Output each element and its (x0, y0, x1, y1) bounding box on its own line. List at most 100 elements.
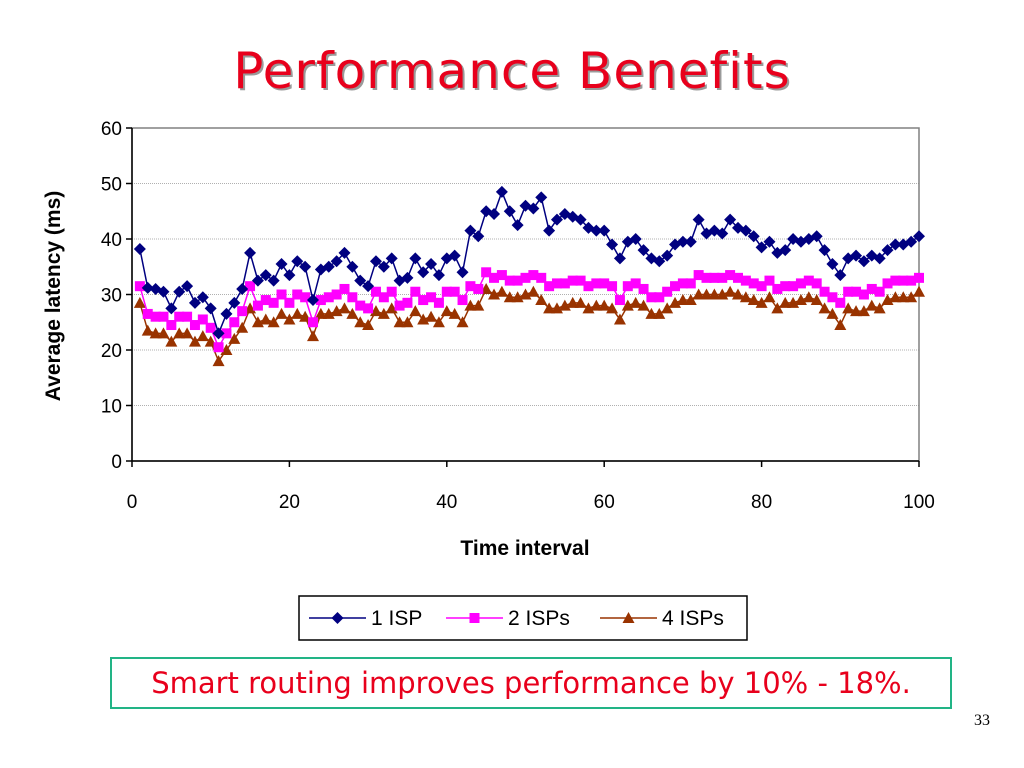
data-point-2-isps (449, 286, 460, 297)
data-point-2-isps (717, 272, 728, 283)
data-point-2-isps (520, 272, 531, 283)
data-point-2-isps (662, 286, 673, 297)
data-point-1-isp (613, 252, 626, 265)
data-point-4-isps (755, 296, 768, 308)
data-point-2-isps (843, 286, 854, 297)
data-point-4-isps (582, 302, 595, 314)
data-point-4-isps (818, 302, 831, 314)
data-point-2-isps (614, 295, 625, 306)
data-point-4-isps (432, 316, 445, 328)
data-point-1-isp (527, 202, 540, 215)
data-point-4-isps (794, 294, 807, 306)
data-point-1-isp (747, 230, 760, 243)
x-tick-label: 60 (594, 492, 615, 513)
data-point-1-isp (267, 274, 280, 287)
data-point-1-isp (590, 224, 603, 237)
legend-marker-4-isps (622, 612, 635, 623)
data-point-1-isp (535, 191, 548, 204)
data-point-4-isps (236, 321, 249, 333)
data-point-4-isps (314, 307, 327, 319)
data-point-2-isps (166, 320, 177, 331)
data-point-2-isps (646, 292, 657, 303)
data-point-1-isp (236, 282, 249, 295)
data-point-1-isp (196, 291, 209, 304)
data-point-2-isps (874, 286, 885, 297)
data-point-4-isps (362, 319, 375, 331)
data-point-4-isps (456, 316, 469, 328)
data-point-4-isps (141, 324, 154, 336)
data-point-1-isp (432, 269, 445, 282)
data-point-1-isp (472, 230, 485, 243)
data-point-2-isps (551, 278, 562, 289)
data-point-2-isps (567, 275, 578, 286)
data-point-2-isps (835, 297, 846, 308)
data-point-4-isps (621, 299, 634, 311)
data-point-2-isps (858, 289, 869, 300)
data-point-2-isps (575, 275, 586, 286)
data-point-1-isp (850, 249, 863, 262)
data-point-1-isp (425, 257, 438, 270)
x-axis-title: Time interval (460, 537, 589, 560)
data-point-4-isps (212, 355, 225, 367)
x-tick-label: 40 (436, 492, 457, 513)
slide-title: Performance Benefits (233, 42, 791, 100)
data-point-2-isps (512, 275, 523, 286)
data-point-4-isps (149, 327, 162, 339)
data-point-2-isps (268, 297, 279, 308)
data-point-4-isps (354, 316, 367, 328)
y-tick-label: 60 (101, 119, 122, 140)
data-point-4-isps (613, 313, 626, 325)
data-point-2-isps (914, 272, 924, 283)
data-point-1-isp (251, 274, 264, 287)
data-point-4-isps (550, 302, 563, 314)
data-point-4-isps (739, 291, 752, 303)
data-point-2-isps (709, 272, 720, 283)
series-2-isps (134, 267, 924, 353)
data-point-2-isps (158, 311, 169, 322)
data-point-2-isps (292, 289, 303, 300)
data-point-2-isps (638, 283, 649, 294)
data-point-2-isps (134, 281, 145, 292)
legend-label-2-isps: 2 ISPs (508, 607, 570, 630)
data-point-1-isp (834, 269, 847, 282)
legend-items: 1 ISP 2 ISPs 4 ISPs (309, 607, 724, 630)
data-point-1-isp (653, 255, 666, 268)
data-point-1-isp (779, 244, 792, 257)
data-point-1-isp (503, 205, 516, 218)
data-point-4-isps (448, 307, 461, 319)
data-point-4-isps (385, 302, 398, 314)
data-point-4-isps (251, 316, 264, 328)
y-tick-label: 20 (101, 341, 122, 362)
y-tick-label: 40 (101, 230, 122, 251)
data-point-4-isps (566, 296, 579, 308)
data-point-1-isp (385, 252, 398, 265)
data-point-4-isps (653, 307, 666, 319)
data-point-2-isps (732, 272, 743, 283)
x-tick-label: 100 (903, 492, 935, 513)
data-point-2-isps (622, 281, 633, 292)
data-point-4-isps (700, 288, 713, 300)
data-point-2-isps (142, 308, 153, 319)
data-point-4-isps (897, 291, 910, 303)
y-axis-title: Average latency (ms) (42, 191, 65, 401)
data-point-4-isps (716, 288, 729, 300)
data-point-1-isp (488, 208, 501, 221)
data-point-1-isp (228, 296, 241, 309)
data-point-4-isps (842, 302, 855, 314)
data-point-4-isps (873, 302, 886, 314)
data-point-2-isps (583, 281, 594, 292)
data-point-4-isps (857, 305, 870, 317)
data-point-4-isps (393, 316, 406, 328)
data-point-4-isps (787, 296, 800, 308)
data-point-2-isps (630, 278, 641, 289)
data-point-4-isps (283, 313, 296, 325)
data-point-2-isps (906, 275, 917, 286)
data-point-4-isps (401, 316, 414, 328)
callout-text: Smart routing improves performance by 10… (110, 657, 952, 709)
data-point-2-isps (898, 275, 909, 286)
data-point-1-isp (905, 235, 918, 248)
data-point-1-isp (188, 296, 201, 309)
data-point-1-isp (495, 185, 508, 198)
data-point-4-isps (369, 305, 382, 317)
data-point-1-isp (330, 255, 343, 268)
